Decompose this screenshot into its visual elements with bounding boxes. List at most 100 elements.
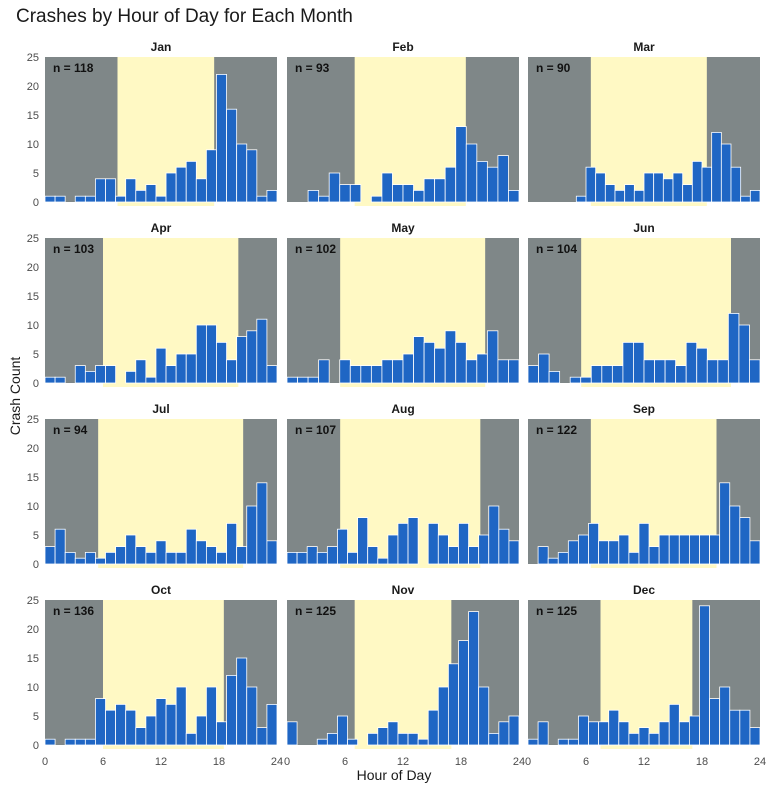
y-tick-label: 25 xyxy=(27,414,39,426)
bar-hour-13 xyxy=(423,341,436,384)
y-tick-label: 25 xyxy=(27,233,39,245)
bar-hour-8 xyxy=(125,709,137,746)
bar-hour-15 xyxy=(195,324,207,384)
bar-hour-19 xyxy=(486,330,499,384)
facet-n-label: n = 125 xyxy=(536,604,577,618)
bar-hour-5 xyxy=(95,365,106,384)
bar-hour-7 xyxy=(598,721,610,746)
bar-hour-8 xyxy=(125,534,137,565)
y-tick-label: 0 xyxy=(33,197,39,209)
y-tick-label: 20 xyxy=(27,81,39,93)
bar-hour-17 xyxy=(216,721,227,746)
y-tick-label: 15 xyxy=(27,472,39,484)
y-tick-label: 10 xyxy=(27,320,39,332)
facet-n-label: n = 93 xyxy=(295,61,330,75)
bar-hour-11 xyxy=(638,727,650,746)
bar-hour-5 xyxy=(337,715,348,746)
bar-hour-21 xyxy=(256,727,268,746)
bar-hour-16 xyxy=(688,715,700,746)
bar-hour-10 xyxy=(628,552,640,565)
bar-hour-19 xyxy=(236,657,248,746)
bar-hour-14 xyxy=(434,178,446,203)
bar-hour-21 xyxy=(749,359,761,384)
y-tick-label: 20 xyxy=(27,262,39,274)
facet-may: May n = 102 xyxy=(286,221,520,387)
bar-hour-7 xyxy=(115,195,127,203)
bar-hour-14 xyxy=(185,528,197,565)
bar-hour-2 xyxy=(547,557,559,565)
bar-hour-21 xyxy=(498,528,510,565)
bar-hour-9 xyxy=(135,189,147,203)
bar-hour-20 xyxy=(729,505,741,565)
x-tick-label: 24 xyxy=(271,756,283,768)
bar-hour-14 xyxy=(185,733,197,746)
bar-hour-21 xyxy=(739,709,751,746)
bar-hour-15 xyxy=(678,534,690,565)
bar-hour-14 xyxy=(427,709,439,746)
bar-hour-14 xyxy=(434,347,446,384)
bar-hour-21 xyxy=(256,195,268,203)
facet-jul: Jul n = 94 0 5 10 15 20 25 xyxy=(27,402,278,571)
x-tick-label: 18 xyxy=(696,756,708,768)
bar-hour-21 xyxy=(256,318,268,384)
bar-hour-18 xyxy=(226,359,238,384)
bar-hour-6 xyxy=(105,365,117,384)
bar-hour-2 xyxy=(64,738,76,746)
chart-title: Crashes by Hour of Day for Each Month xyxy=(16,6,353,27)
bar-hour-18 xyxy=(226,108,238,203)
bar-hour-4 xyxy=(326,733,338,746)
bar-hour-8 xyxy=(608,540,620,565)
facet-n-label: n = 94 xyxy=(53,423,88,437)
y-tick-label: 0 xyxy=(33,740,39,752)
bar-hour-20 xyxy=(497,155,509,203)
bar-hour-19 xyxy=(478,534,490,565)
bar-hour-6 xyxy=(347,738,359,746)
bar-hour-10 xyxy=(624,184,635,203)
bar-hour-6 xyxy=(347,552,359,565)
bar-hour-22 xyxy=(749,540,761,565)
bar-hour-20 xyxy=(246,149,258,203)
bar-hour-19 xyxy=(719,482,731,565)
bar-hour-3 xyxy=(74,557,86,565)
facet-strip-label: Apr xyxy=(151,221,172,235)
bar-hour-22 xyxy=(508,540,520,565)
bar-hour-5 xyxy=(580,376,592,384)
bar-hour-0 xyxy=(44,195,56,203)
bar-hour-16 xyxy=(455,126,467,203)
bar-hour-7 xyxy=(357,517,369,565)
bar-hour-10 xyxy=(145,552,157,565)
bar-hour-11 xyxy=(633,189,645,203)
bar-hour-7 xyxy=(115,704,127,746)
bar-hour-0 xyxy=(44,376,56,384)
bar-hour-9 xyxy=(135,546,147,565)
bar-hour-4 xyxy=(328,172,341,203)
bar-hour-12 xyxy=(165,704,177,746)
bar-hour-19 xyxy=(478,686,490,746)
y-tick-label: 5 xyxy=(33,711,39,723)
bar-hour-22 xyxy=(266,365,278,384)
bar-hour-20 xyxy=(738,324,750,384)
x-tick-label: 12 xyxy=(397,756,409,768)
bar-hour-7 xyxy=(115,546,127,565)
bar-hour-19 xyxy=(486,166,499,203)
bar-hour-4 xyxy=(567,738,579,746)
bar-hour-12 xyxy=(654,359,666,384)
bar-hour-18 xyxy=(468,546,480,565)
bar-hour-10 xyxy=(392,359,404,384)
facet-strip-label: Jan xyxy=(151,40,172,54)
bar-hour-18 xyxy=(709,698,721,746)
bar-hour-1 xyxy=(54,195,66,203)
bar-hour-13 xyxy=(175,686,187,746)
bar-hour-2 xyxy=(548,370,561,384)
facet-n-label: n = 102 xyxy=(295,242,336,256)
facet-sep: Sep n = 122 xyxy=(528,402,761,568)
bar-hour-13 xyxy=(175,166,187,203)
bar-hour-11 xyxy=(402,184,414,203)
bar-hour-12 xyxy=(648,733,660,746)
bar-hour-6 xyxy=(588,523,600,565)
bar-hour-9 xyxy=(135,359,147,384)
x-tick-label: 24 xyxy=(754,756,766,768)
bar-hour-21 xyxy=(256,482,268,565)
bar-hour-8 xyxy=(367,546,379,565)
bar-hour-2 xyxy=(307,189,320,203)
